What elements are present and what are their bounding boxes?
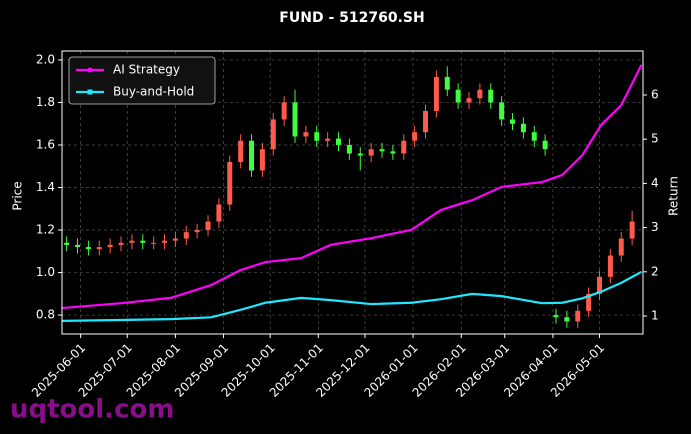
candle-body: [586, 293, 592, 311]
candle-body: [379, 149, 385, 152]
candle-body: [553, 315, 559, 318]
candle-body: [499, 102, 505, 120]
y-tick-label: 1.8: [36, 95, 55, 109]
legend-marker: [87, 89, 93, 95]
candle-body: [520, 123, 526, 133]
candle-body: [455, 89, 461, 103]
candle-body: [292, 102, 298, 137]
candle-body: [172, 238, 178, 241]
candle-body: [259, 149, 265, 171]
y2-tick-label: 3: [651, 220, 659, 234]
series-line: [61, 64, 643, 310]
candle-body: [542, 140, 548, 150]
candle-body: [412, 132, 418, 141]
candle-body: [238, 140, 244, 162]
candle-body: [510, 119, 516, 124]
watermark: uqtool.com: [10, 395, 174, 425]
candle-body: [129, 240, 135, 243]
candle-body: [162, 240, 168, 243]
candle-body: [314, 132, 320, 141]
y-tick-label: 1.2: [36, 223, 55, 237]
legend-label: AI Strategy: [113, 63, 180, 77]
candle-body: [75, 244, 81, 248]
candle-body: [488, 89, 494, 103]
candle-body: [433, 76, 439, 111]
candle-body: [423, 110, 429, 133]
y2-tick-label: 6: [651, 87, 659, 101]
candle-body: [151, 242, 157, 244]
y2-tick-label: 4: [651, 176, 659, 190]
candle-body: [303, 132, 309, 137]
candle-body: [183, 232, 189, 239]
candle-body: [618, 238, 624, 256]
y-axis-label: Price: [11, 181, 25, 210]
candle-body: [597, 276, 603, 294]
legend-marker: [87, 67, 93, 73]
candle-body: [607, 255, 613, 277]
candle-body: [85, 247, 91, 250]
chart-title: FUND - 512760.SH: [279, 10, 424, 26]
candle-body: [205, 221, 211, 231]
candle-body: [227, 161, 233, 205]
y-tick-label: 2.0: [36, 52, 55, 66]
y-tick-label: 1.4: [36, 180, 55, 194]
candle-body: [564, 317, 570, 322]
candle-body: [346, 144, 352, 154]
legend: AI Strategy Buy-and-Hold: [68, 56, 216, 105]
candle-body: [249, 140, 255, 171]
candle-body: [118, 242, 124, 245]
candle-body: [336, 138, 342, 145]
candle-body: [575, 310, 581, 322]
y-tick-label: 1.0: [36, 265, 55, 279]
candle-body: [270, 119, 276, 150]
candle-body: [466, 98, 472, 103]
candle-body: [281, 102, 287, 120]
candle-body: [96, 247, 102, 250]
candle-body: [325, 138, 331, 141]
y2-tick-label: 1: [651, 309, 659, 323]
y-tick-label: 0.8: [36, 308, 55, 322]
candle-body: [477, 89, 483, 99]
candle-body: [444, 76, 450, 90]
candle-body: [357, 153, 363, 156]
y-tick-label: 1.6: [36, 137, 55, 151]
legend-box: [68, 56, 216, 105]
series-line: [61, 270, 642, 322]
candle-body: [140, 240, 146, 243]
candle-body: [368, 149, 374, 156]
candle-body: [107, 244, 113, 248]
candle-body: [401, 140, 407, 154]
candle-body: [64, 242, 70, 245]
candle-body: [629, 221, 635, 239]
plot-frame: [61, 50, 644, 335]
candle-body: [194, 230, 200, 233]
y2-axis-label: Return: [667, 176, 681, 216]
y2-tick-label: 5: [651, 132, 659, 146]
candle-body: [390, 151, 396, 154]
legend-label: Buy-and-Hold: [113, 85, 194, 99]
y2-tick-label: 2: [651, 264, 659, 278]
candle-body: [216, 204, 222, 222]
candle-body: [531, 132, 537, 141]
